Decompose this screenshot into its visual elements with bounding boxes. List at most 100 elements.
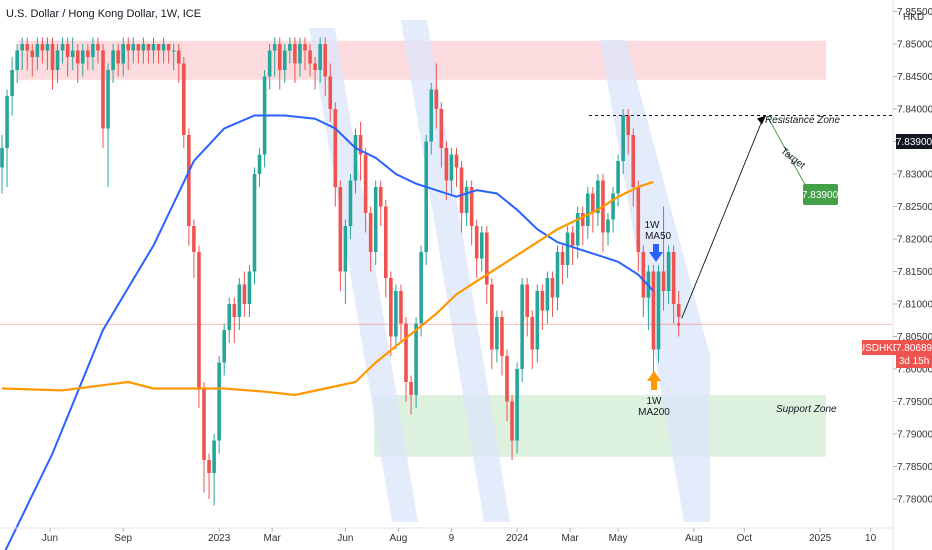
candle-body	[75, 50, 80, 64]
candle-body	[323, 44, 327, 77]
candle-body	[429, 89, 434, 142]
candle-body	[510, 401, 514, 441]
candle-body	[35, 44, 40, 57]
candle-body	[15, 50, 19, 70]
y-tick-label: 7.79500	[897, 397, 932, 408]
candle-body	[570, 232, 575, 246]
candle-body	[10, 70, 14, 96]
candle-body	[439, 109, 444, 148]
symbol-badge	[862, 340, 896, 355]
x-tick-label: 2025	[809, 533, 832, 544]
x-tick-label: Aug	[685, 533, 703, 544]
candle-body	[151, 44, 156, 51]
ma50-line	[4, 114, 655, 550]
target-value-badge	[803, 184, 838, 205]
projection-arrow-head	[757, 115, 766, 125]
candle-body	[217, 362, 221, 441]
candle-body	[434, 89, 439, 109]
candle-body	[111, 50, 115, 70]
candle-body	[409, 382, 413, 395]
support-zone	[374, 395, 826, 457]
x-tick-label: Jun	[42, 533, 58, 544]
y-tick-label: 7.85500	[897, 7, 932, 18]
candle-body	[303, 44, 307, 51]
candle-body	[591, 193, 595, 213]
candle-body	[247, 271, 252, 304]
candle-body	[116, 50, 120, 64]
candle-body	[399, 291, 403, 324]
y-tick-label: 7.81000	[897, 300, 932, 311]
projection-arrow-line	[681, 118, 764, 319]
candle-body	[232, 304, 237, 317]
candle-body	[40, 44, 45, 51]
candle-body	[474, 226, 479, 259]
candle-body	[540, 291, 545, 311]
y-tick-label: 7.85000	[897, 40, 932, 51]
candle-body	[333, 109, 338, 187]
candle-body	[288, 44, 292, 51]
chart-title: U.S. Dollar / Hong Kong Dollar, 1W, ICE	[6, 8, 201, 20]
x-tick-label: 9	[449, 533, 455, 544]
ma50-annotation-line1: 1W	[645, 220, 661, 231]
ma200-annotation-line2: MA200	[638, 407, 670, 418]
candle-body	[60, 44, 65, 51]
candle-body	[606, 219, 610, 233]
y-tick-label: 7.81500	[897, 267, 932, 278]
target-callout-connector	[767, 117, 809, 191]
resistance-zone-label: Resistance Zone	[765, 115, 840, 126]
candle-body	[363, 154, 368, 213]
candle-body	[626, 115, 630, 135]
ma200-arrow-shaft	[651, 381, 657, 390]
y-tick-label: 7.78500	[897, 462, 932, 473]
currency-label: HKD	[903, 12, 924, 23]
x-tick-label: Mar	[562, 533, 580, 544]
candle-body	[207, 460, 211, 473]
candle-body	[121, 44, 125, 64]
candle-body	[449, 154, 454, 181]
candle-body	[136, 44, 141, 51]
candle-body	[656, 271, 661, 350]
candle-body	[161, 44, 166, 51]
candle-body	[318, 44, 322, 70]
candle-body	[353, 135, 358, 181]
candle-body	[394, 291, 398, 337]
candle-body	[45, 44, 50, 51]
candle-body	[611, 193, 615, 220]
annotation-layer	[0, 115, 893, 390]
candle-body	[242, 284, 247, 304]
candle-body	[671, 252, 676, 304]
candle-body	[490, 284, 494, 350]
candle-body	[126, 44, 131, 51]
candle-body	[30, 50, 35, 57]
candle-body	[520, 284, 524, 369]
candle-body	[106, 70, 110, 129]
candle-body	[666, 252, 671, 291]
candle-body	[197, 252, 201, 389]
candle-body	[5, 96, 9, 148]
candle-body	[621, 115, 625, 161]
y-tick-label: 7.82500	[897, 202, 932, 213]
candle-body	[485, 232, 489, 285]
candle-body	[676, 304, 681, 317]
y-tick-label: 7.84500	[897, 72, 932, 83]
target-value-badge-text: 7.83900	[802, 190, 839, 201]
x-tick-label: May	[609, 533, 628, 544]
candle-body	[252, 174, 257, 272]
y-tick-label: 7.79000	[897, 430, 932, 441]
candle-body	[25, 44, 30, 51]
candle-body	[495, 317, 499, 350]
candle-body	[202, 388, 206, 460]
candle-body	[187, 135, 191, 226]
ma50-arrow-head	[649, 252, 663, 262]
y-tick-label: 7.84000	[897, 105, 932, 116]
candle-body	[308, 50, 312, 64]
ma-layer	[1, 114, 655, 550]
candle-body	[565, 232, 570, 265]
candle-body	[0, 148, 4, 168]
candle-body	[555, 252, 560, 298]
candle-body	[384, 206, 388, 278]
candle-body	[348, 180, 353, 226]
candle-body	[283, 50, 287, 70]
